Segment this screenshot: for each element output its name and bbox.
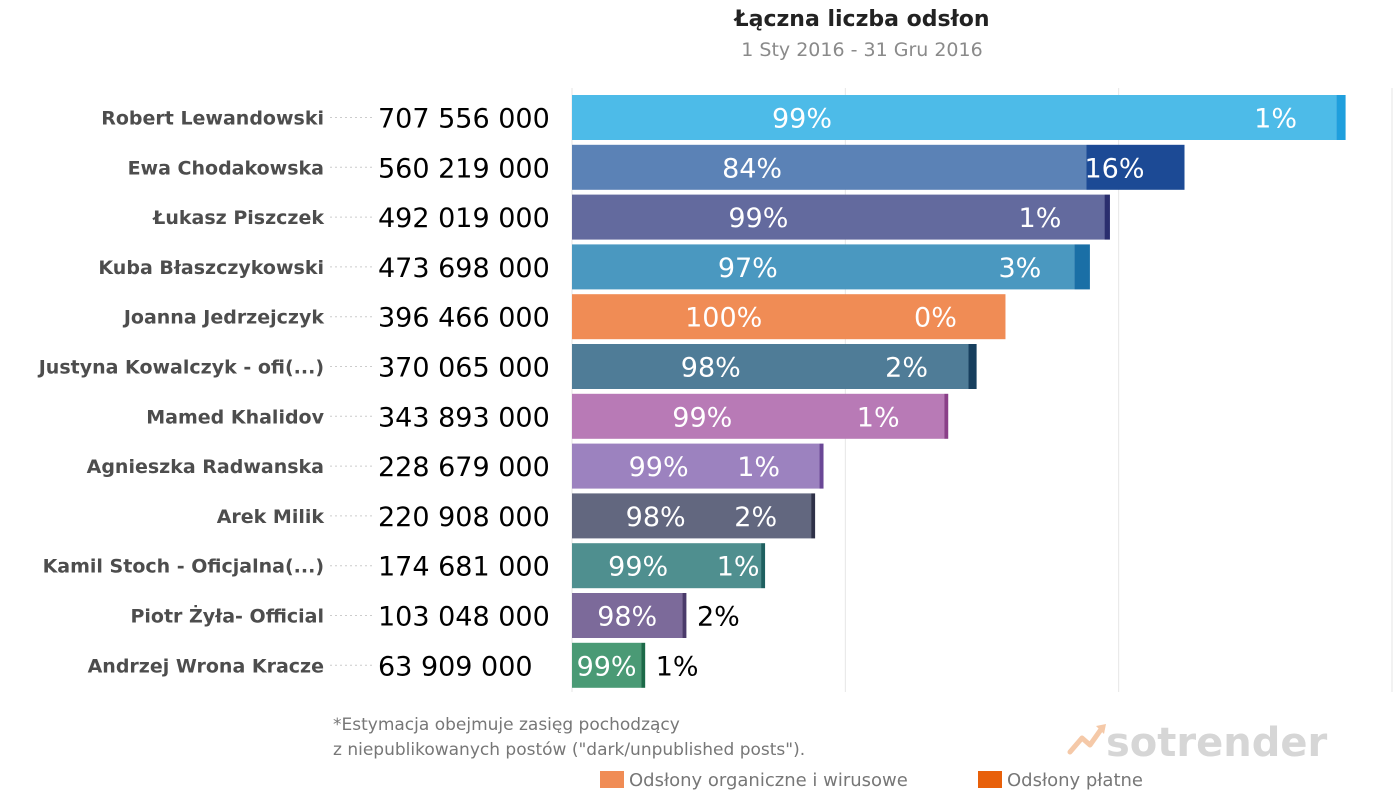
bar-row: Mamed Khalidov 343 893 000 99% 1% — [146, 393, 949, 439]
paid-bar-segment — [1086, 144, 1185, 190]
paid-percent-label: 1% — [656, 651, 699, 682]
organic-bar-segment — [572, 393, 945, 439]
organic-bar-segment — [572, 244, 1075, 290]
organic-bar-segment — [572, 144, 1087, 190]
paid-percent-label: 2% — [885, 353, 928, 384]
paid-bar-segment — [1336, 95, 1346, 140]
organic-percent-label: 84% — [722, 153, 782, 184]
bar-row: Piotr Żyła- Official 103 048 000 98% 2% — [130, 593, 740, 638]
legend-swatch — [978, 771, 1002, 788]
organic-percent-label: 99% — [629, 452, 689, 483]
organic-percent-label: 100% — [685, 303, 762, 334]
paid-percent-label: 1% — [717, 552, 760, 583]
logo-wordmark: sotrender — [1106, 720, 1328, 766]
organic-percent-label: 99% — [577, 651, 637, 682]
legend-label: Odsłony płatne — [1007, 770, 1143, 791]
category-label: Piotr Żyła- Official — [130, 604, 324, 628]
category-label: Joanna Jedrzejczyk — [122, 307, 325, 329]
paid-percent-label: 1% — [737, 452, 780, 483]
bar-row: Justyna Kowalczyk - ofi(...) 370 065 000 9… — [37, 344, 977, 389]
bar-row: Łukasz Piszczek 492 019 000 99% 1% — [152, 194, 1110, 240]
category-label: Robert Lewandowski — [101, 108, 324, 130]
paid-bar-segment — [1074, 244, 1090, 290]
organic-bar-segment — [572, 344, 969, 389]
legend: Odsłony organiczne i wirusowe Odsłony pła… — [600, 770, 1143, 791]
chart-subtitle: 1 Sty 2016 - 31 Gru 2016 — [741, 39, 982, 61]
trend-arrow-icon — [1067, 724, 1106, 755]
organic-percent-label: 97% — [718, 253, 778, 284]
bar-row: Kamil Stoch - Oficjalna(...) 174 681 000 9… — [43, 543, 766, 589]
paid-percent-label: 0% — [914, 303, 957, 334]
bar-row: Robert Lewandowski 707 556 000 99% 1% — [101, 95, 1346, 140]
organic-percent-label: 99% — [772, 104, 832, 135]
organic-percent-label: 99% — [728, 203, 788, 234]
paid-bar-segment — [641, 642, 646, 688]
organic-bar-segment — [572, 642, 642, 688]
total-value-label: 370 065 000 — [378, 353, 550, 384]
total-value-label: 396 466 000 — [378, 303, 550, 334]
paid-percent-label: 1% — [1254, 104, 1297, 135]
bar-row: Ewa Chodakowska 560 219 000 84% 16% — [128, 144, 1185, 190]
paid-bar-segment — [682, 593, 687, 638]
organic-bar-segment — [572, 95, 1337, 140]
total-value-label: 228 679 000 — [378, 452, 550, 483]
category-label: Łukasz Piszczek — [152, 207, 324, 229]
category-label: Mamed Khalidov — [146, 406, 324, 428]
paid-percent-label: 3% — [998, 253, 1041, 284]
chart-title: Łączna liczba odsłon — [733, 7, 989, 32]
bar-row: Andrzej Wrona Kracze 63 909 000 99% 1% — [88, 642, 699, 688]
total-value-label: 174 681 000 — [378, 552, 550, 583]
paid-bar-segment — [761, 543, 766, 589]
paid-percent-label: 2% — [734, 502, 777, 533]
organic-bar-segment — [572, 593, 683, 638]
category-label: Andrzej Wrona Kracze — [88, 655, 324, 677]
category-label: Kuba Błaszczykowski — [98, 257, 324, 279]
organic-bar-segment — [572, 294, 1006, 340]
organic-bar-segment — [572, 443, 820, 489]
bar-row: Kuba Błaszczykowski 473 698 000 97% 3% — [98, 244, 1090, 290]
category-label: Arek Milik — [217, 506, 325, 528]
category-label: Agnieszka Radwanska — [87, 456, 324, 478]
legend-swatch — [600, 771, 624, 788]
organic-bar-segment — [572, 543, 762, 589]
paid-percent-label: 16% — [1084, 153, 1144, 184]
bar-row: Joanna Jedrzejczyk 396 466 000 100% 0% — [122, 294, 1006, 340]
paid-bar-segment — [819, 443, 824, 489]
category-label: Kamil Stoch - Oficjalna(...) — [43, 556, 324, 578]
category-label: Ewa Chodakowska — [128, 157, 324, 179]
organic-percent-label: 98% — [626, 502, 686, 533]
organic-bar-segment — [572, 194, 1105, 240]
organic-percent-label: 98% — [597, 602, 657, 633]
paid-percent-label: 2% — [697, 602, 740, 633]
organic-percent-label: 98% — [681, 353, 741, 384]
sotrender-logo: sotrender — [1067, 720, 1328, 766]
total-value-label: 103 048 000 — [378, 602, 550, 633]
total-value-label: 63 909 000 — [378, 651, 533, 682]
paid-bar-segment — [944, 393, 949, 439]
organic-percent-label: 99% — [608, 552, 668, 583]
paid-bar-segment — [1104, 194, 1110, 240]
total-value-label: 560 219 000 — [378, 153, 550, 184]
organic-bar-segment — [572, 493, 812, 539]
footnote-line-1: *Estymacja obejmuje zasięg pochodzący — [333, 715, 680, 735]
paid-bar-segment — [968, 344, 977, 389]
paid-bar-segment — [811, 493, 816, 539]
total-value-label: 343 893 000 — [378, 402, 550, 433]
total-value-label: 473 698 000 — [378, 253, 550, 284]
paid-percent-label: 1% — [1019, 203, 1062, 234]
total-value-label: 220 908 000 — [378, 502, 550, 533]
total-value-label: 707 556 000 — [378, 104, 550, 135]
paid-percent-label: 1% — [857, 402, 900, 433]
footnote-line-2: z niepublikowanych postów ("dark/unpubli… — [333, 740, 805, 760]
legend-label: Odsłony organiczne i wirusowe — [629, 770, 908, 791]
bar-row: Agnieszka Radwanska 228 679 000 99% 1% — [87, 443, 824, 489]
bar-row: Arek Milik 220 908 000 98% 2% — [217, 493, 816, 539]
total-value-label: 492 019 000 — [378, 203, 550, 234]
organic-percent-label: 99% — [672, 402, 732, 433]
category-label: Justyna Kowalczyk - ofi(...) — [37, 357, 324, 379]
bar-rows: Robert Lewandowski 707 556 000 99% 1%Ewa Ch… — [37, 95, 1346, 688]
